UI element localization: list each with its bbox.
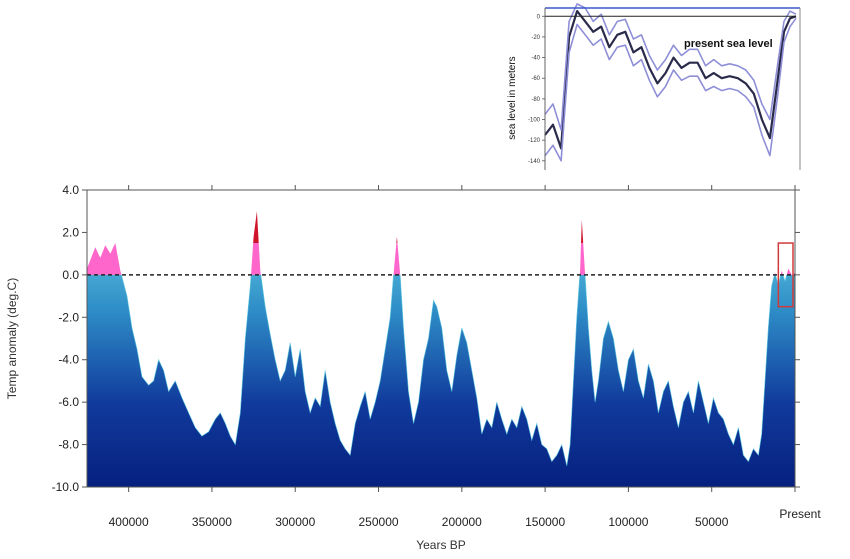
inset-y-tick-label: -40 bbox=[531, 56, 540, 62]
y-tick-label: 4.0 bbox=[62, 183, 79, 197]
x-axis: 400000 350000 300000 250000 200000 150000 1000… bbox=[109, 185, 821, 529]
y-tick-label: 2.0 bbox=[62, 225, 79, 239]
x-tick-label: 50000 bbox=[695, 515, 729, 529]
x-tick-label: 250000 bbox=[359, 515, 399, 529]
y-tick-label: -10.0 bbox=[52, 480, 80, 494]
inset-y-tick-label: -100 bbox=[528, 118, 541, 124]
y-axis: 4.0 2.0 0.0 -2.0 -4.0 -6.0 -8.0 -10.0 bbox=[52, 183, 800, 494]
sea-level-lower-bound bbox=[544, 17, 797, 162]
y-axis-title: Temp anomaly (deg.C) bbox=[5, 278, 19, 399]
temperature-chart: 400000 350000 300000 250000 200000 150000 1000… bbox=[5, 183, 821, 552]
inset-y-axis: 0 -20 -40 -60 -80 -100 -120 -140 bbox=[528, 14, 545, 165]
y-tick-label: 0.0 bbox=[62, 268, 79, 282]
y-tick-label: -4.0 bbox=[58, 353, 79, 367]
x-tick-label: 350000 bbox=[192, 515, 232, 529]
inset-y-axis-title: sea level in meters bbox=[507, 56, 518, 139]
sea-level-lines bbox=[544, 3, 797, 162]
inset-y-tick-label: -140 bbox=[528, 159, 541, 165]
inset-y-tick-label: -120 bbox=[528, 138, 541, 144]
plot-frame bbox=[86, 189, 796, 488]
sea-level-mean-line bbox=[544, 10, 797, 150]
inset-y-tick-label: 0 bbox=[537, 14, 541, 20]
recent-highlight-box bbox=[777, 242, 794, 308]
temperature-area bbox=[87, 211, 795, 487]
x-tick-label: 200000 bbox=[442, 515, 482, 529]
inset-background bbox=[545, 8, 796, 166]
x-tick-label: 400000 bbox=[109, 515, 149, 529]
inset-frame bbox=[544, 7, 801, 170]
present-sea-level-label: present sea level bbox=[684, 38, 773, 50]
y-tick-label: -2.0 bbox=[58, 310, 79, 324]
x-tick-label: 100000 bbox=[608, 515, 648, 529]
x-tick-label: Present bbox=[779, 507, 821, 521]
x-tick-label: 300000 bbox=[275, 515, 315, 529]
y-tick-label: -6.0 bbox=[58, 395, 79, 409]
y-tick-label: -8.0 bbox=[58, 438, 79, 452]
sea-level-inset: 0 -20 -40 -60 -80 -100 -120 -140 present sea le… bbox=[507, 3, 801, 170]
inset-y-tick-label: -80 bbox=[531, 97, 540, 103]
x-axis-title: Years BP bbox=[416, 538, 466, 552]
inset-y-tick-label: -60 bbox=[531, 76, 540, 82]
inset-y-tick-label: -20 bbox=[531, 35, 540, 41]
x-tick-label: 150000 bbox=[525, 515, 565, 529]
temperature-area-below-zero bbox=[87, 274, 795, 487]
sea-level-upper-bound bbox=[544, 3, 797, 131]
